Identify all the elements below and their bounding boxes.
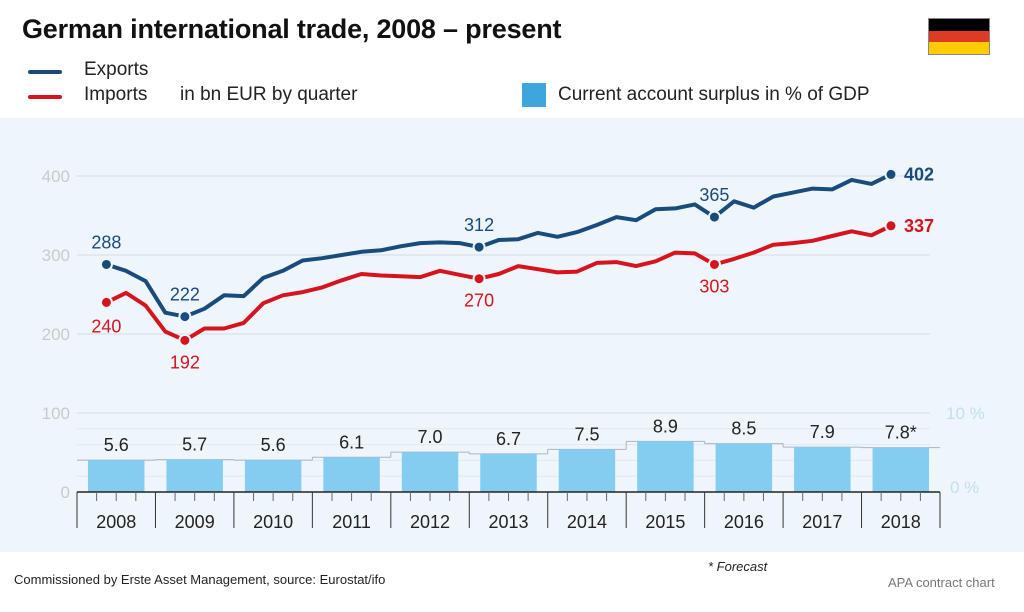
- legend-imports-label: Imports: [84, 84, 148, 105]
- bar-value-label: 7.0: [418, 427, 443, 447]
- bar-value-label: 7.9: [810, 422, 835, 442]
- x-tick-label: 2014: [567, 512, 607, 532]
- y-tick-label: 300: [42, 246, 70, 265]
- bar-value-label: 5.7: [182, 435, 207, 455]
- x-tick-label: 2018: [881, 512, 921, 532]
- flag-stripe-black: [929, 19, 989, 31]
- germany-flag-icon: [928, 18, 990, 55]
- bar-value-label: 7.5: [574, 424, 599, 444]
- surplus-bar: [166, 459, 223, 492]
- legend-exports-swatch: [28, 70, 62, 74]
- trade-lines: [104, 172, 893, 343]
- imports-marker: [472, 272, 486, 286]
- credit-note: APA contract chart: [888, 575, 995, 590]
- bar-value-label: 6.1: [339, 432, 364, 452]
- x-tick-label: 2017: [802, 512, 842, 532]
- surplus-bars: 5.6 5.7 5.6 6.1 7.0 6.7 7.5 8.9 8.5 7.9 7.8*: [77, 416, 940, 492]
- legend-unit-note: in bn EUR by quarter: [180, 84, 358, 105]
- surplus-bar: [323, 457, 380, 492]
- y2-tick-label: 10 %: [946, 404, 985, 423]
- legend-imports-swatch: [28, 95, 62, 99]
- surplus-bar: [244, 460, 302, 492]
- exports-value-label: 365: [699, 185, 729, 205]
- source-note: Commissioned by Erste Asset Management, …: [14, 572, 386, 587]
- surplus-bar: [794, 447, 851, 492]
- flag-stripe-gold: [929, 42, 989, 54]
- bar-value-label: 7.8*: [885, 423, 917, 443]
- exports-value-label: 288: [91, 232, 121, 252]
- imports-marker: [707, 257, 721, 271]
- bar-value-label: 8.5: [731, 419, 756, 439]
- chart-title: German international trade, 2008 – prese…: [22, 14, 562, 44]
- imports-value-label: 192: [170, 352, 200, 372]
- bar-value-label: 6.7: [496, 429, 521, 449]
- surplus-bar: [872, 447, 930, 492]
- exports-marker: [707, 210, 721, 224]
- surplus-bar: [480, 453, 537, 492]
- exports-marker: [884, 167, 898, 181]
- bar-value-label: 5.6: [104, 435, 129, 455]
- y-tick-label: 200: [42, 325, 70, 344]
- x-tick-label: 2013: [488, 512, 528, 532]
- y-tick-label: 400: [42, 167, 70, 186]
- surplus-bar: [401, 452, 459, 492]
- bar-value-label: 8.9: [653, 416, 678, 436]
- x-tick-label: 2009: [175, 512, 215, 532]
- x-tick-label: 2008: [96, 512, 136, 532]
- surplus-bar: [637, 441, 694, 492]
- flag-stripe-red: [929, 30, 989, 43]
- surplus-bar: [558, 449, 616, 492]
- exports-marker: [99, 257, 113, 271]
- imports-value-label: 240: [91, 316, 121, 336]
- x-axis: 2008 2009 2010 2011 2012 2013 2014 2015 2016 2017…: [76, 491, 941, 532]
- imports-marker: [178, 333, 192, 347]
- x-tick-label: 2016: [724, 512, 764, 532]
- data-labels: 288 222 312 365 402 240 192 270 303 337: [91, 164, 934, 372]
- y-tick-label: 0: [61, 483, 70, 502]
- forecast-note: * Forecast: [708, 559, 768, 574]
- y2-tick-label: 0 %: [950, 478, 979, 497]
- surplus-bar: [715, 443, 773, 492]
- bar-value-label: 5.6: [261, 435, 286, 455]
- x-tick-label: 2012: [410, 512, 450, 532]
- legend-exports-label: Exports: [84, 59, 149, 80]
- legend-surplus-label: Current account surplus in % of GDP: [558, 84, 870, 105]
- exports-marker: [178, 310, 192, 324]
- imports-value-label: 270: [464, 291, 494, 311]
- exports-value-label: 402: [904, 164, 934, 184]
- imports-value-label: 303: [699, 276, 729, 296]
- x-tick-label: 2015: [645, 512, 685, 532]
- y-tick-label: 100: [42, 404, 70, 423]
- exports-value-label: 222: [170, 285, 200, 305]
- imports-line: [104, 223, 893, 343]
- imports-marker: [884, 219, 898, 233]
- surplus-bar: [87, 460, 145, 492]
- exports-value-label: 312: [464, 215, 494, 235]
- imports-marker: [99, 295, 113, 309]
- x-tick-label: 2011: [332, 512, 371, 532]
- imports-value-label: 337: [904, 216, 934, 236]
- exports-marker: [472, 240, 486, 254]
- legend-surplus-swatch: [522, 83, 546, 107]
- x-tick-label: 2010: [253, 512, 293, 532]
- exports-line: [104, 172, 893, 319]
